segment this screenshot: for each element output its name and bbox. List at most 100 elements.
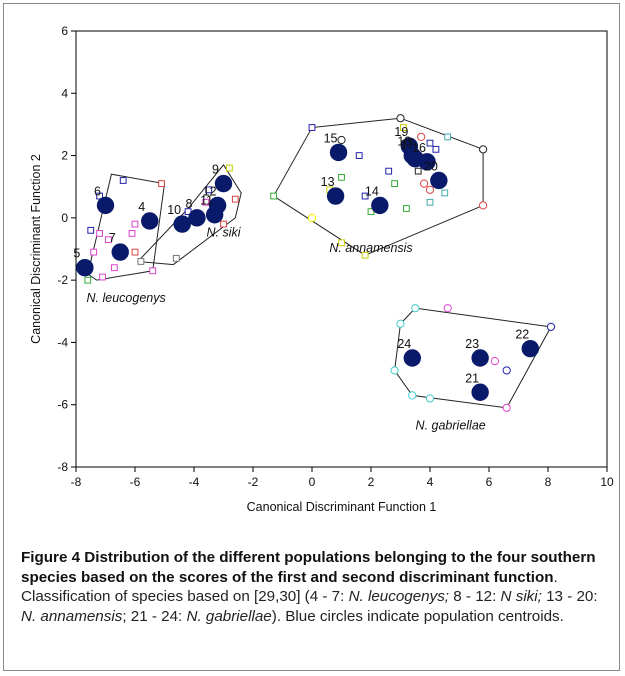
- caption-species-2: N siki;: [500, 588, 542, 605]
- centroid-point: [326, 187, 345, 205]
- member-point: [411, 304, 420, 313]
- centroid-point: [403, 349, 421, 367]
- centroid-point: [173, 215, 191, 233]
- x-tick-label: 4: [427, 475, 434, 489]
- centroid-point: [111, 243, 129, 261]
- y-tick-label: 4: [61, 86, 68, 100]
- centroid-point: [96, 196, 115, 215]
- centroid-point: [430, 171, 448, 190]
- member-point: [338, 173, 345, 181]
- y-tick-label: 6: [61, 24, 68, 38]
- x-tick-label: -2: [248, 475, 259, 489]
- member-point: [172, 254, 180, 262]
- y-tick-label: -4: [57, 335, 68, 349]
- member-point: [220, 220, 227, 228]
- member-point: [128, 230, 136, 237]
- member-point: [432, 145, 440, 153]
- x-tick-label: 0: [309, 475, 316, 489]
- centroid-label: 10: [167, 203, 181, 217]
- centroid-point: [329, 143, 348, 162]
- centroid-label: 14: [365, 184, 379, 198]
- y-tick-label: -8: [57, 460, 68, 474]
- centroid-label: 12: [203, 184, 217, 198]
- member-point: [396, 319, 405, 328]
- centroid-label: 6: [94, 184, 101, 198]
- caption-text-2: 8 - 12:: [449, 588, 501, 605]
- member-point: [425, 185, 435, 194]
- group-label: N. annamensis: [329, 241, 412, 255]
- member-point: [119, 177, 127, 184]
- centroid-label: 13: [321, 175, 335, 189]
- centroid-label: 17: [400, 138, 414, 152]
- y-tick-label: -2: [57, 273, 68, 287]
- member-point: [391, 180, 399, 187]
- member-point: [426, 198, 434, 206]
- group-label: N. gabriellae: [416, 419, 486, 433]
- centroid-label: 22: [515, 328, 529, 342]
- centroid-point: [371, 196, 389, 215]
- centroid-point: [76, 258, 94, 277]
- member-point: [396, 114, 405, 123]
- y-tick-label: -6: [57, 398, 68, 412]
- member-point: [338, 239, 345, 247]
- member-point: [502, 366, 511, 375]
- centroid-point: [521, 339, 539, 358]
- centroid-point: [400, 137, 419, 155]
- member-point: [403, 205, 410, 212]
- member-point: [546, 322, 556, 331]
- member-point: [426, 139, 434, 147]
- member-point: [355, 152, 363, 159]
- y-tick-label: 2: [61, 149, 68, 163]
- member-point: [149, 267, 157, 275]
- centroid-point: [188, 209, 206, 227]
- member-point: [307, 213, 317, 222]
- group-hull: [87, 173, 166, 281]
- x-tick-label: 2: [368, 475, 375, 489]
- centroid-label: 9: [212, 163, 219, 177]
- member-point: [110, 264, 118, 272]
- x-tick-label: -4: [189, 475, 200, 489]
- plot-area: [75, 30, 608, 468]
- group-label: N. siki: [206, 226, 241, 240]
- member-point: [444, 133, 452, 141]
- caption-text-1: . Classification of species based on [29…: [21, 568, 558, 606]
- caption-text-3: 13 - 20:: [541, 588, 598, 605]
- member-point: [131, 248, 139, 256]
- centroid-label: 5: [73, 247, 80, 261]
- member-point: [417, 132, 426, 141]
- member-point: [420, 179, 429, 188]
- member-point: [400, 124, 407, 131]
- caption-species-1: N. leucogenys;: [348, 588, 450, 605]
- centroid-label: 15: [324, 131, 338, 145]
- member-point: [137, 258, 145, 265]
- x-tick-label: 6: [486, 475, 493, 489]
- member-point: [158, 180, 165, 187]
- caption-species-4: N. gabriellae: [186, 607, 272, 625]
- member-point: [414, 167, 422, 175]
- member-point: [99, 273, 106, 281]
- centroid-point: [471, 349, 489, 367]
- x-tick-label: -8: [71, 475, 82, 489]
- species-group: 21 22 23 24 N. gabriellae: [390, 304, 556, 433]
- member-point: [385, 167, 393, 175]
- member-point: [270, 192, 278, 200]
- member-point: [205, 186, 213, 194]
- centroid-label: 8: [185, 197, 192, 211]
- caption-text-4: ; 21 - 24:: [122, 607, 187, 625]
- centroid-point: [471, 383, 489, 401]
- member-point: [425, 394, 435, 403]
- caption-species-3: N. annamensis: [21, 607, 123, 625]
- x-tick-label: -6: [130, 475, 141, 489]
- x-tick-label: 10: [600, 475, 614, 489]
- centroid-label: 21: [465, 371, 479, 385]
- y-axis-label: Canonical Discriminant Function 2: [29, 154, 43, 344]
- caption-text-5: ). Blue circles indicate population cent…: [271, 607, 564, 625]
- member-point: [96, 192, 103, 200]
- centroid-label: 20: [424, 159, 438, 173]
- centroid-point: [208, 196, 227, 215]
- member-point: [231, 195, 239, 203]
- member-point: [337, 135, 346, 145]
- member-point: [226, 164, 233, 172]
